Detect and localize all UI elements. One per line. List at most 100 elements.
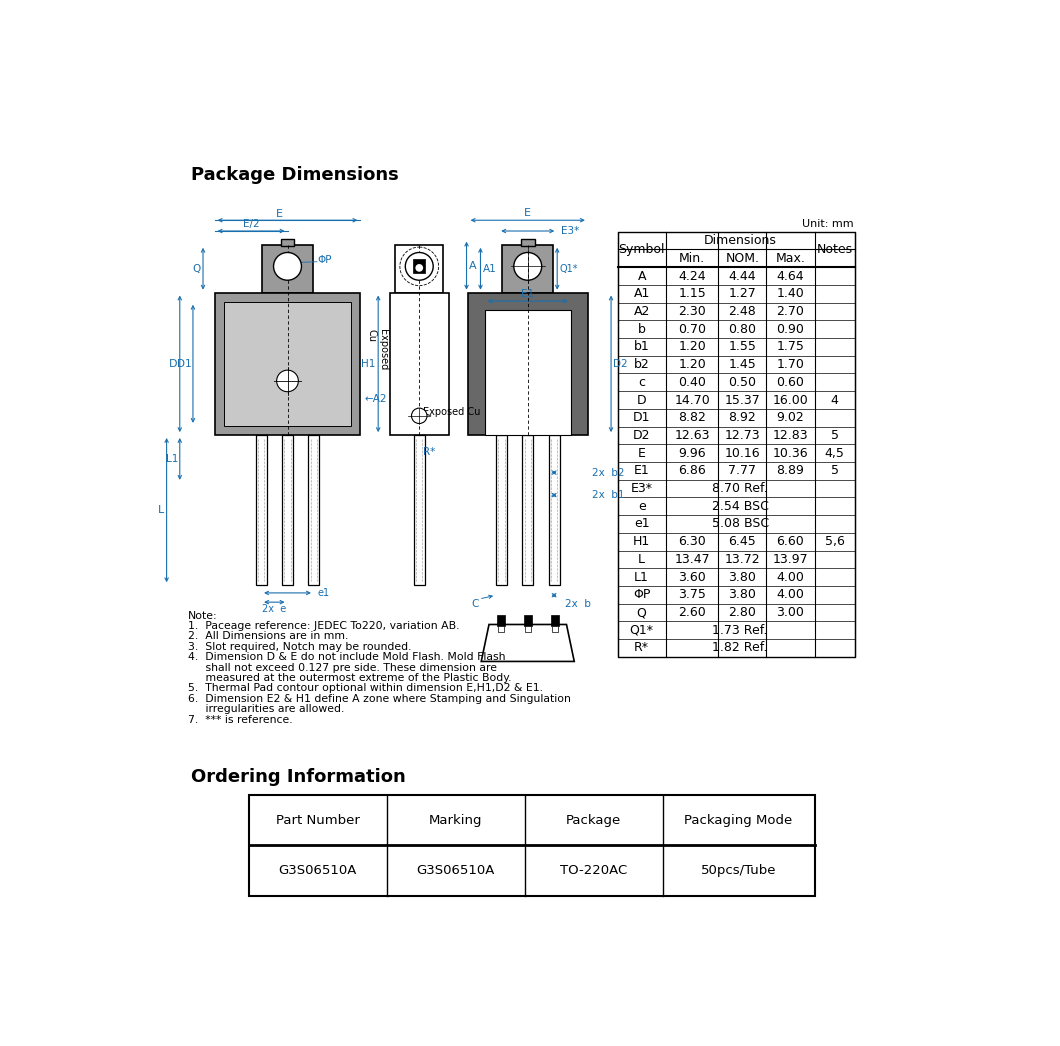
Text: H1: H1 (361, 359, 376, 369)
Text: 1.75: 1.75 (777, 340, 805, 354)
Text: 1.40: 1.40 (777, 288, 805, 300)
Text: 2.  All Dimensions are in mm.: 2. All Dimensions are in mm. (189, 632, 349, 641)
Text: E3*: E3* (631, 482, 653, 495)
Bar (551, 615, 559, 626)
Text: 1.55: 1.55 (728, 340, 757, 354)
Text: A: A (469, 260, 477, 271)
Bar (497, 626, 504, 632)
Text: E: E (277, 209, 283, 219)
Text: D: D (637, 393, 647, 407)
Text: A1: A1 (482, 264, 496, 274)
Text: 2x  b2: 2x b2 (591, 468, 624, 478)
Text: 1.15: 1.15 (678, 288, 706, 300)
Text: 1.70: 1.70 (777, 358, 805, 371)
Text: 1.82 Ref.: 1.82 Ref. (712, 641, 767, 655)
Text: 2x  e: 2x e (262, 605, 286, 614)
Text: G3S06510A: G3S06510A (417, 864, 495, 877)
Text: 15.37: 15.37 (725, 393, 760, 407)
Text: 2.70: 2.70 (777, 305, 805, 318)
Text: L1: L1 (165, 454, 178, 464)
Text: Exposed Cu: Exposed Cu (423, 407, 480, 417)
Bar (525, 626, 531, 632)
Text: E/2: E/2 (243, 220, 260, 229)
Text: TO-220AC: TO-220AC (560, 864, 628, 877)
Text: 2.30: 2.30 (678, 305, 706, 318)
Text: 13.47: 13.47 (674, 553, 710, 566)
Bar (524, 615, 532, 626)
Text: 6.45: 6.45 (728, 536, 756, 548)
Bar (281, 238, 295, 247)
Bar (395, 245, 443, 293)
Text: 1.45: 1.45 (728, 358, 756, 371)
Text: b: b (638, 322, 646, 336)
Text: Package Dimensions: Package Dimensions (191, 165, 399, 183)
Text: 8.70 Ref.: 8.70 Ref. (712, 482, 767, 495)
Polygon shape (481, 624, 575, 661)
Text: L1: L1 (634, 571, 649, 584)
Text: Dimensions: Dimensions (704, 234, 777, 247)
Bar (520, 238, 534, 247)
Text: Exposed
Cu: Exposed Cu (367, 328, 388, 370)
Text: Packaging Mode: Packaging Mode (685, 814, 793, 827)
Text: NOM.: NOM. (725, 252, 759, 265)
Text: 2.54 BSC: 2.54 BSC (711, 500, 768, 513)
Circle shape (277, 370, 298, 391)
Text: E3*: E3* (561, 226, 580, 236)
Text: Q1*: Q1* (560, 264, 578, 274)
Bar (262, 245, 313, 293)
Bar (484, 310, 570, 435)
Text: E1: E1 (634, 464, 650, 477)
Text: ΦP: ΦP (633, 588, 651, 601)
Text: 9.02: 9.02 (777, 411, 805, 425)
Text: 3.80: 3.80 (728, 571, 757, 584)
Text: 1.  Paceage reference: JEDEC To220, variation AB.: 1. Paceage reference: JEDEC To220, varia… (189, 621, 460, 631)
Text: H1: H1 (633, 536, 650, 548)
Text: e1: e1 (634, 518, 650, 530)
Text: Symbol: Symbol (618, 243, 665, 256)
Text: 6.86: 6.86 (678, 464, 706, 477)
Text: 1.20: 1.20 (678, 340, 706, 354)
Text: 2.80: 2.80 (728, 606, 757, 619)
Text: 4.  Dimension D & E do not include Mold Flash. Mold Flash: 4. Dimension D & E do not include Mold F… (189, 653, 506, 662)
Bar (249, 795, 814, 895)
Text: Marking: Marking (429, 814, 482, 827)
Bar (618, 232, 854, 657)
Text: 6.  Dimension E2 & H1 define A zone where Stamping and Singulation: 6. Dimension E2 & H1 define A zone where… (189, 693, 571, 704)
Circle shape (273, 252, 301, 280)
Text: 1.73 Ref.: 1.73 Ref. (712, 623, 767, 637)
Text: 1.27: 1.27 (728, 288, 756, 300)
Text: D: D (169, 359, 177, 369)
Text: 2x  b1: 2x b1 (591, 491, 624, 500)
Text: D2: D2 (614, 359, 628, 369)
Circle shape (514, 252, 542, 280)
Text: 3.80: 3.80 (728, 588, 757, 601)
Text: D1: D1 (633, 411, 651, 425)
Text: 14.70: 14.70 (674, 393, 710, 407)
Text: 8.82: 8.82 (678, 411, 706, 425)
Text: A1: A1 (634, 288, 650, 300)
Text: D2: D2 (633, 429, 651, 442)
Bar (497, 615, 505, 626)
Text: 4.24: 4.24 (678, 270, 706, 282)
Text: 8.89: 8.89 (777, 464, 805, 477)
Bar (255, 435, 266, 585)
Text: E: E (638, 447, 646, 459)
Text: 3.00: 3.00 (777, 606, 805, 619)
Text: 2x  b: 2x b (565, 599, 590, 609)
Text: 0.40: 0.40 (678, 376, 706, 389)
Text: irregularities are allowed.: irregularities are allowed. (189, 704, 344, 714)
Text: 4: 4 (831, 393, 838, 407)
Text: Min.: Min. (679, 252, 705, 265)
Text: L: L (638, 553, 646, 566)
Text: D1: D1 (177, 359, 192, 369)
Text: 13.72: 13.72 (725, 553, 760, 566)
Text: e: e (638, 500, 646, 513)
Text: 0.60: 0.60 (777, 376, 805, 389)
Text: 7.77: 7.77 (728, 464, 757, 477)
Text: R*: R* (634, 641, 649, 655)
Bar (214, 293, 360, 435)
Text: 12.63: 12.63 (674, 429, 710, 442)
Text: 5: 5 (831, 464, 838, 477)
Text: Part Number: Part Number (276, 814, 359, 827)
Text: b1: b1 (634, 340, 650, 354)
